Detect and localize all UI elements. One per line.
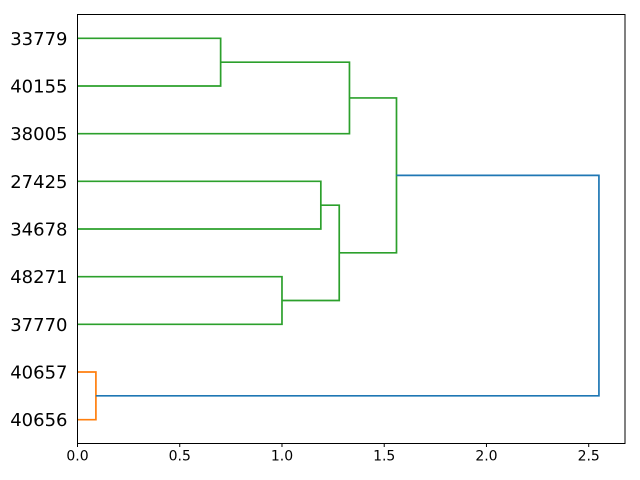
dendrogram-link-A <box>77 37 222 87</box>
leaf-label: 40657 <box>10 363 67 384</box>
leaf-label: 40155 <box>10 77 67 98</box>
axes-border <box>77 14 626 444</box>
x-tick-label: 0.0 <box>66 449 88 465</box>
x-tick-label: 2.0 <box>475 449 497 465</box>
dendrogram-link-G <box>77 371 97 421</box>
leaf-label: 40656 <box>10 410 67 431</box>
leaf-label: 48271 <box>10 267 67 288</box>
dendrogram-link-D <box>77 275 283 326</box>
dendrogram-link-E <box>281 204 341 302</box>
x-tick-label: 2.5 <box>578 449 600 465</box>
leaf-label: 37770 <box>10 315 67 336</box>
dendrogram-link-B <box>77 61 351 135</box>
leaf-label: 38005 <box>10 124 67 145</box>
x-tick-label: 1.5 <box>373 449 395 465</box>
dendrogram-link-F <box>339 97 398 254</box>
dendrogram-link-C <box>77 180 322 230</box>
leaf-label: 34678 <box>10 220 67 241</box>
leaf-label: 27425 <box>10 172 67 193</box>
x-tick-label: 1.0 <box>271 449 293 465</box>
dendrogram-link-H <box>95 174 600 397</box>
leaf-label: 33779 <box>10 29 67 50</box>
x-tick-label: 0.5 <box>169 449 191 465</box>
